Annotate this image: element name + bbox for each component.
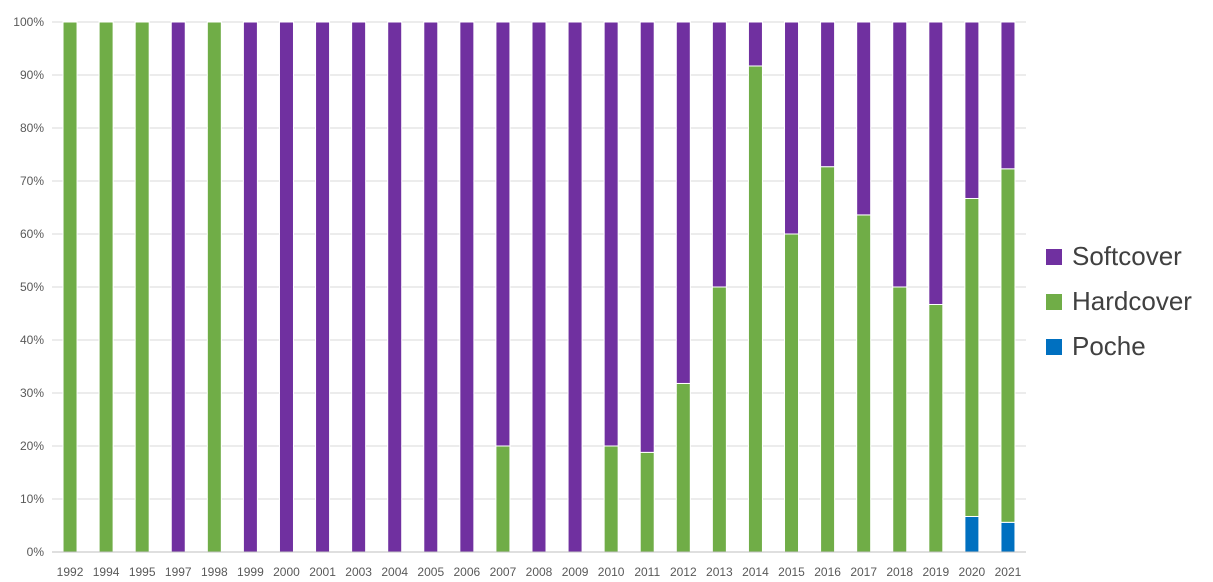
x-tick-label: 2013 — [706, 565, 733, 579]
y-tick-label: 70% — [20, 174, 44, 188]
legend-item-hardcover: Hardcover — [1046, 279, 1213, 324]
bar-segment-hardcover-2020 — [964, 197, 980, 517]
x-tick-label: 2006 — [454, 565, 481, 579]
bar-segment-poche-2020 — [964, 515, 980, 553]
bar-segment-softcover-2009 — [567, 21, 583, 553]
bar-segment-hardcover-1998 — [206, 21, 222, 553]
bar-segment-softcover-2006 — [459, 21, 475, 553]
x-tick-label: 2007 — [490, 565, 517, 579]
bar-segment-softcover-2012 — [675, 21, 691, 384]
bar-segment-hardcover-2014 — [747, 65, 763, 553]
legend-swatch-softcover — [1046, 248, 1062, 265]
bar-segment-poche-2021 — [1000, 521, 1016, 553]
x-tick-label: 2020 — [959, 565, 986, 579]
x-tick-label: 2008 — [526, 565, 553, 579]
legend-item-poche: Poche — [1046, 324, 1213, 369]
bar-segment-hardcover-2007 — [495, 445, 511, 553]
bar-segment-softcover-2010 — [603, 21, 619, 447]
y-tick-label: 100% — [13, 15, 44, 29]
bar-segment-softcover-1999 — [242, 21, 258, 553]
y-tick-label: 20% — [20, 439, 44, 453]
x-tick-label: 2018 — [886, 565, 913, 579]
chart-legend: Softcover Hardcover Poche — [1046, 234, 1213, 369]
legend-item-softcover: Softcover — [1046, 234, 1213, 279]
bar-segment-softcover-2021 — [1000, 21, 1016, 170]
bar-segment-softcover-2016 — [820, 21, 836, 168]
x-tick-label: 1992 — [57, 565, 84, 579]
bar-segment-hardcover-2010 — [603, 445, 619, 553]
legend-label-hardcover: Hardcover — [1072, 286, 1192, 316]
x-tick-label: 2016 — [814, 565, 841, 579]
x-tick-label: 2000 — [273, 565, 300, 579]
bar-segment-hardcover-2017 — [856, 214, 872, 553]
bar-segment-softcover-2018 — [892, 21, 908, 288]
bar-segment-softcover-2001 — [315, 21, 331, 553]
x-tick-label: 2009 — [562, 565, 589, 579]
y-tick-label: 60% — [20, 227, 44, 241]
x-tick-label: 2019 — [922, 565, 949, 579]
x-tick-label: 2011 — [634, 565, 660, 579]
x-tick-label: 1995 — [129, 565, 156, 579]
x-tick-label: 2015 — [778, 565, 805, 579]
x-tick-label: 2001 — [309, 565, 336, 579]
legend-label-poche: Poche — [1072, 331, 1146, 361]
bar-segment-hardcover-2018 — [892, 286, 908, 553]
bar-segment-softcover-2013 — [711, 21, 727, 288]
legend-swatch-hardcover — [1046, 293, 1062, 310]
x-tick-label: 2014 — [742, 565, 769, 579]
bar-segment-hardcover-2013 — [711, 286, 727, 553]
x-tick-label: 1998 — [201, 565, 228, 579]
bar-segment-softcover-2020 — [964, 21, 980, 199]
x-tick-label: 2017 — [850, 565, 877, 579]
bar-segment-softcover-2007 — [495, 21, 511, 447]
bar-segment-hardcover-2012 — [675, 382, 691, 553]
bar-segment-softcover-1997 — [170, 21, 186, 553]
bar-segment-softcover-2008 — [531, 21, 547, 553]
bar-segment-softcover-2005 — [423, 21, 439, 553]
bar-segment-softcover-2017 — [856, 21, 872, 216]
bar-segment-hardcover-2019 — [928, 303, 944, 553]
bar-segment-softcover-2011 — [639, 21, 655, 453]
x-tick-label: 1994 — [93, 565, 120, 579]
x-tick-label: 2021 — [995, 565, 1022, 579]
bar-segment-hardcover-2016 — [820, 166, 836, 553]
legend-label-softcover: Softcover — [1072, 241, 1182, 271]
x-tick-label: 1997 — [165, 565, 192, 579]
y-tick-label: 50% — [20, 280, 44, 294]
y-tick-label: 40% — [20, 333, 44, 347]
bar-segment-hardcover-1992 — [62, 21, 78, 553]
x-tick-label: 2012 — [670, 565, 697, 579]
bar-segment-softcover-2019 — [928, 21, 944, 305]
y-tick-label: 80% — [20, 121, 44, 135]
x-tick-label: 1999 — [237, 565, 264, 579]
y-tick-label: 30% — [20, 386, 44, 400]
bar-segment-hardcover-1995 — [134, 21, 150, 553]
x-axis: 1992 1994 1995 1997 1998 1999 2000 2001 2003 2004… — [57, 565, 1022, 579]
bar-segment-softcover-2004 — [387, 21, 403, 553]
bar-segment-hardcover-2011 — [639, 451, 655, 553]
y-tick-label: 0% — [27, 545, 45, 559]
bar-segment-hardcover-1994 — [98, 21, 114, 553]
y-tick-label: 90% — [20, 68, 44, 82]
bar-segment-hardcover-2021 — [1000, 168, 1016, 523]
x-tick-label: 2004 — [381, 565, 408, 579]
x-tick-label: 2005 — [417, 565, 444, 579]
x-tick-label: 2003 — [345, 565, 372, 579]
x-tick-label: 2010 — [598, 565, 625, 579]
y-axis: 0% 10% 20% 30% 40% 50% 60% 70% 80% 90% 100% — [13, 15, 44, 559]
y-tick-label: 10% — [20, 492, 44, 506]
bar-segment-softcover-2015 — [784, 21, 800, 235]
bar-segment-softcover-2014 — [747, 21, 763, 67]
legend-swatch-poche — [1046, 338, 1062, 355]
bar-segment-softcover-2003 — [351, 21, 367, 553]
bar-segment-softcover-2000 — [278, 21, 294, 553]
bar-segment-hardcover-2015 — [784, 233, 800, 553]
